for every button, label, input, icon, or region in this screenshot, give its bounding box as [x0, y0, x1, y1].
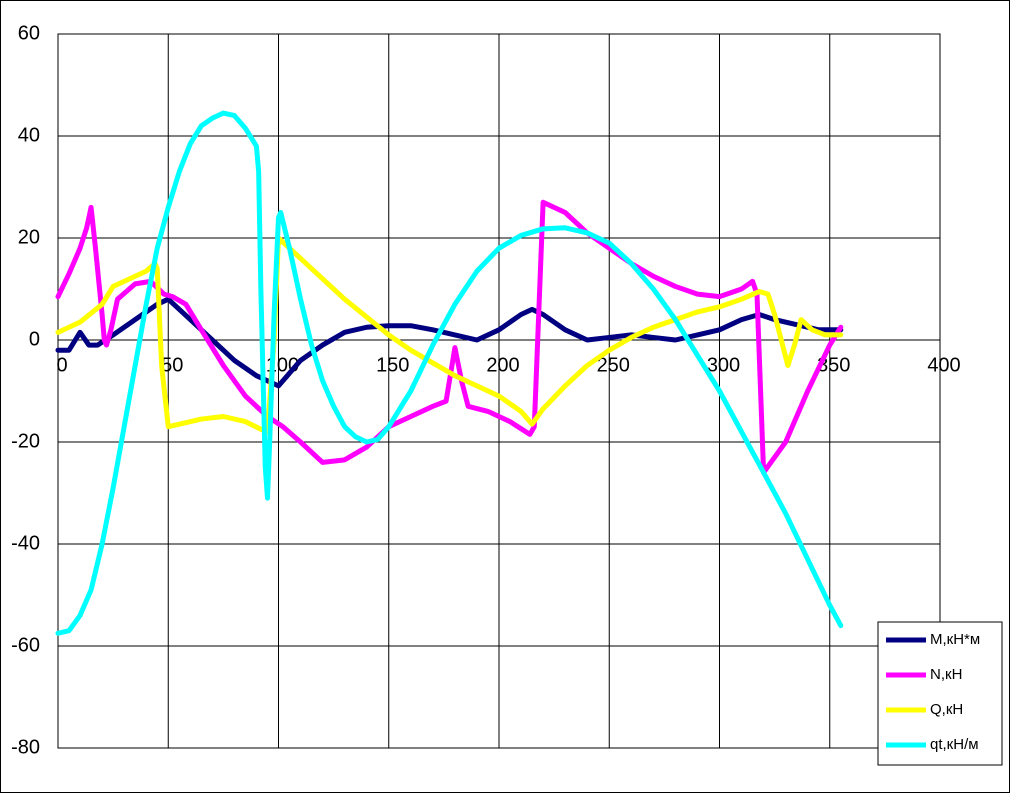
x-tick-label: 0: [56, 354, 67, 376]
y-tick-label: -20: [11, 430, 40, 452]
x-tick-label: 50: [161, 354, 183, 376]
line: [55, 235, 844, 435]
legend-box: [877, 621, 1003, 766]
x-tick-label: 250: [597, 354, 630, 376]
x-tick-label: 300: [707, 354, 740, 376]
y-tick-label: -40: [11, 532, 40, 554]
y-tick-label: 40: [18, 124, 40, 146]
y-tick-label: 60: [18, 22, 40, 44]
legend-label: N,кН: [930, 666, 962, 683]
y-tick-label: -60: [11, 634, 40, 656]
legend: M,кН*м N,кН Q,кН qt,кН/м: [877, 621, 1003, 766]
line: [55, 199, 844, 476]
y-tick-label: 0: [29, 328, 40, 350]
y-tick-label: -80: [11, 736, 40, 758]
legend-label: Q,кН: [930, 701, 963, 718]
legend-label: M,кН*м: [930, 631, 980, 648]
line: [55, 296, 844, 389]
x-tick-label: 400: [927, 354, 960, 376]
line: [55, 110, 844, 636]
legend-label: qt,кН/м: [930, 736, 979, 753]
x-tick-label: 200: [486, 354, 519, 376]
y-tick-label: 20: [18, 226, 40, 248]
x-tick-label: 150: [376, 354, 409, 376]
